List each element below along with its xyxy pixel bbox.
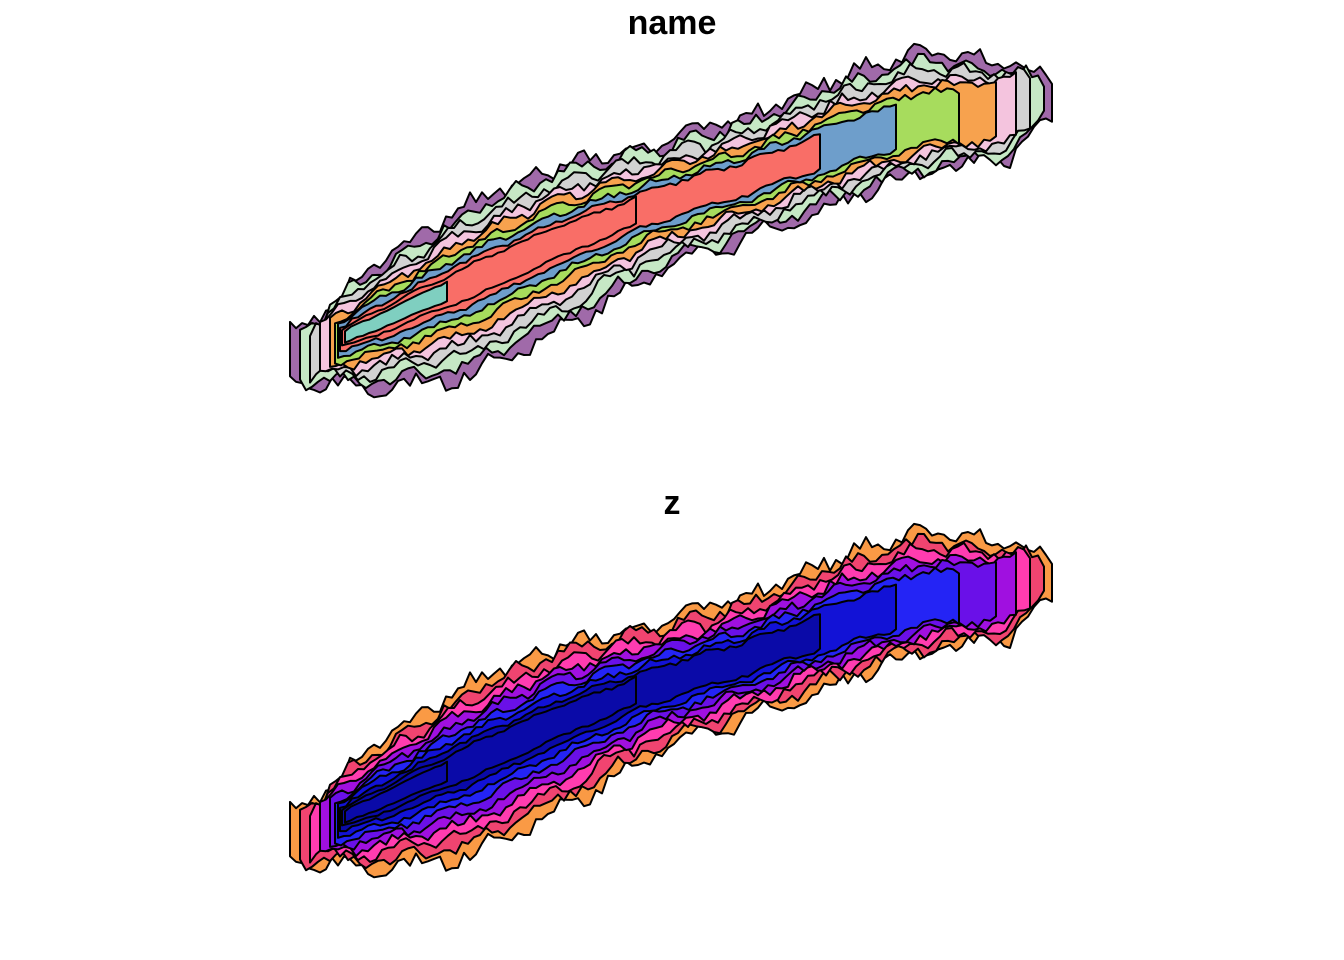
watershed-map (289, 522, 1053, 879)
map-panel-name: name (289, 4, 1053, 399)
contour-band (344, 280, 448, 344)
map-panel-z: z (0, 480, 1344, 960)
watershed-map (289, 42, 1053, 399)
panel-title: z (663, 484, 681, 522)
panel-title: name (627, 4, 717, 42)
contour-band (344, 760, 448, 824)
